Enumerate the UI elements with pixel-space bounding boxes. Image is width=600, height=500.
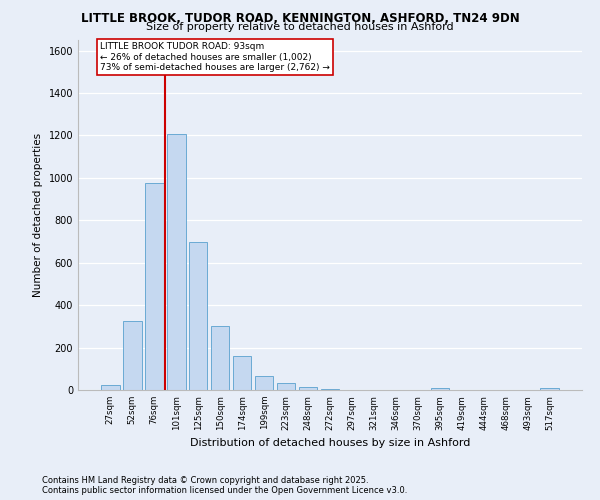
Bar	[167, 134, 185, 390]
Bar	[211, 326, 229, 390]
Text: Contains HM Land Registry data © Crown copyright and database right 2025.
Contai: Contains HM Land Registry data © Crown c…	[42, 476, 407, 495]
X-axis label: Distribution of detached houses by size in Ashford: Distribution of detached houses by size …	[190, 438, 470, 448]
Bar	[101, 384, 119, 390]
Bar	[233, 356, 251, 390]
Text: Size of property relative to detached houses in Ashford: Size of property relative to detached ho…	[146, 22, 454, 32]
Bar	[255, 376, 274, 390]
Bar	[431, 388, 449, 390]
Bar	[145, 183, 164, 390]
Bar	[189, 242, 208, 390]
Bar	[541, 388, 559, 390]
Text: LITTLE BROOK TUDOR ROAD: 93sqm
← 26% of detached houses are smaller (1,002)
73% : LITTLE BROOK TUDOR ROAD: 93sqm ← 26% of …	[100, 42, 330, 72]
Y-axis label: Number of detached properties: Number of detached properties	[33, 133, 43, 297]
Bar	[277, 383, 295, 390]
Bar	[299, 387, 317, 390]
Bar	[123, 321, 142, 390]
Text: LITTLE BROOK, TUDOR ROAD, KENNINGTON, ASHFORD, TN24 9DN: LITTLE BROOK, TUDOR ROAD, KENNINGTON, AS…	[80, 12, 520, 26]
Bar	[320, 388, 340, 390]
